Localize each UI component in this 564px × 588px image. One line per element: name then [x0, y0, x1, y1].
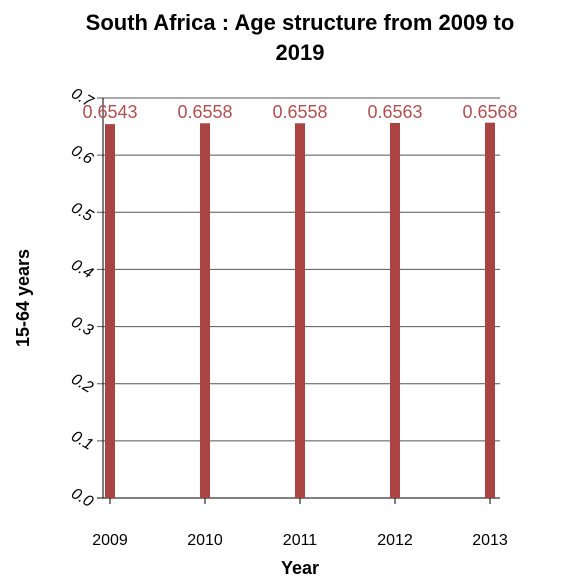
chart-title-line-1: South Africa : Age structure from 2009 t… — [86, 10, 515, 35]
y-tick-label: 0.5 — [68, 199, 96, 225]
data-label: 0.6558 — [177, 102, 232, 122]
x-axis-label: Year — [281, 558, 319, 578]
y-tick-label: 0.4 — [68, 257, 96, 283]
bars — [105, 122, 495, 498]
x-tick-label: 2011 — [283, 532, 318, 549]
chart-title-line-2: 2019 — [276, 40, 325, 65]
y-tick-label: 0.2 — [68, 371, 96, 397]
data-label: 0.6568 — [462, 102, 517, 122]
data-label: 0.6558 — [272, 102, 327, 122]
y-axis-label: 15-64 years — [13, 249, 33, 347]
bar — [485, 122, 495, 498]
bar — [105, 124, 115, 498]
data-label: 0.6543 — [82, 102, 137, 122]
y-tick-label: 0.6 — [68, 142, 96, 168]
y-tick-label: 0.3 — [68, 314, 96, 340]
y-tick-label: 0.1 — [68, 428, 96, 454]
x-axis-ticks: 2009 2010 2011 2012 2013 — [92, 498, 508, 549]
y-axis-ticks: 0.00.10.20.30.40.50.60.7 — [68, 85, 97, 511]
bar — [390, 122, 400, 498]
bar — [295, 123, 305, 498]
bar — [200, 123, 210, 498]
x-tick-label: 2012 — [377, 532, 413, 549]
data-labels: 0.6543 0.6558 0.6558 0.6563 0.6568 — [82, 102, 517, 122]
x-tick-label: 2010 — [187, 532, 223, 549]
x-tick-label: 2013 — [472, 532, 508, 549]
data-label: 0.6563 — [367, 102, 422, 122]
x-tick-label: 2009 — [92, 532, 128, 549]
chart-title: South Africa : Age structure from 2009 t… — [86, 10, 515, 65]
y-tick-label: 0.0 — [68, 485, 96, 511]
